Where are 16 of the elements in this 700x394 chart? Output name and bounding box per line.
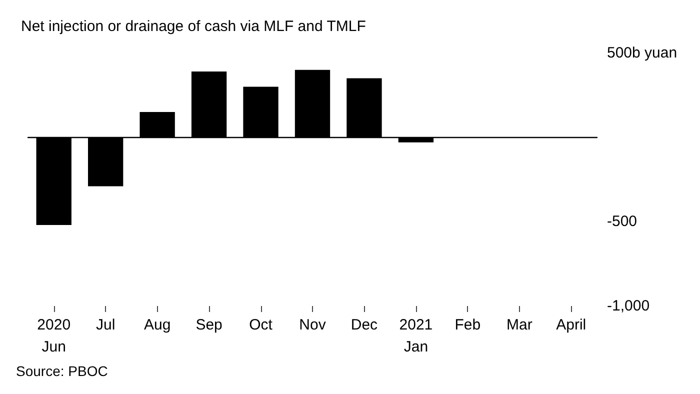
x-tick-label: April xyxy=(556,316,586,334)
x-tick-label: Jul xyxy=(96,316,116,334)
x-tick-label: 2020 Jun xyxy=(37,316,71,356)
y-tick-label: -500 xyxy=(607,213,638,230)
x-tick-label: Nov xyxy=(299,316,326,334)
source-note: Source: PBOC xyxy=(16,363,108,379)
x-tick-label: Mar xyxy=(506,316,532,334)
x-tick-label: 2021 Jan xyxy=(399,316,433,356)
x-tick-label: Oct xyxy=(249,316,274,334)
x-tick-label: Aug xyxy=(144,316,171,334)
x-tick-label: Sep xyxy=(196,316,222,334)
chart-title: Net injection or drainage of cash via MLF and TMLF xyxy=(21,18,366,35)
y-tick-label: -1,000 xyxy=(607,298,650,314)
x-tick-label: Dec xyxy=(350,316,378,334)
x-tick-label: Feb xyxy=(454,316,481,334)
y-tick-label: 500b yuan xyxy=(607,44,678,62)
